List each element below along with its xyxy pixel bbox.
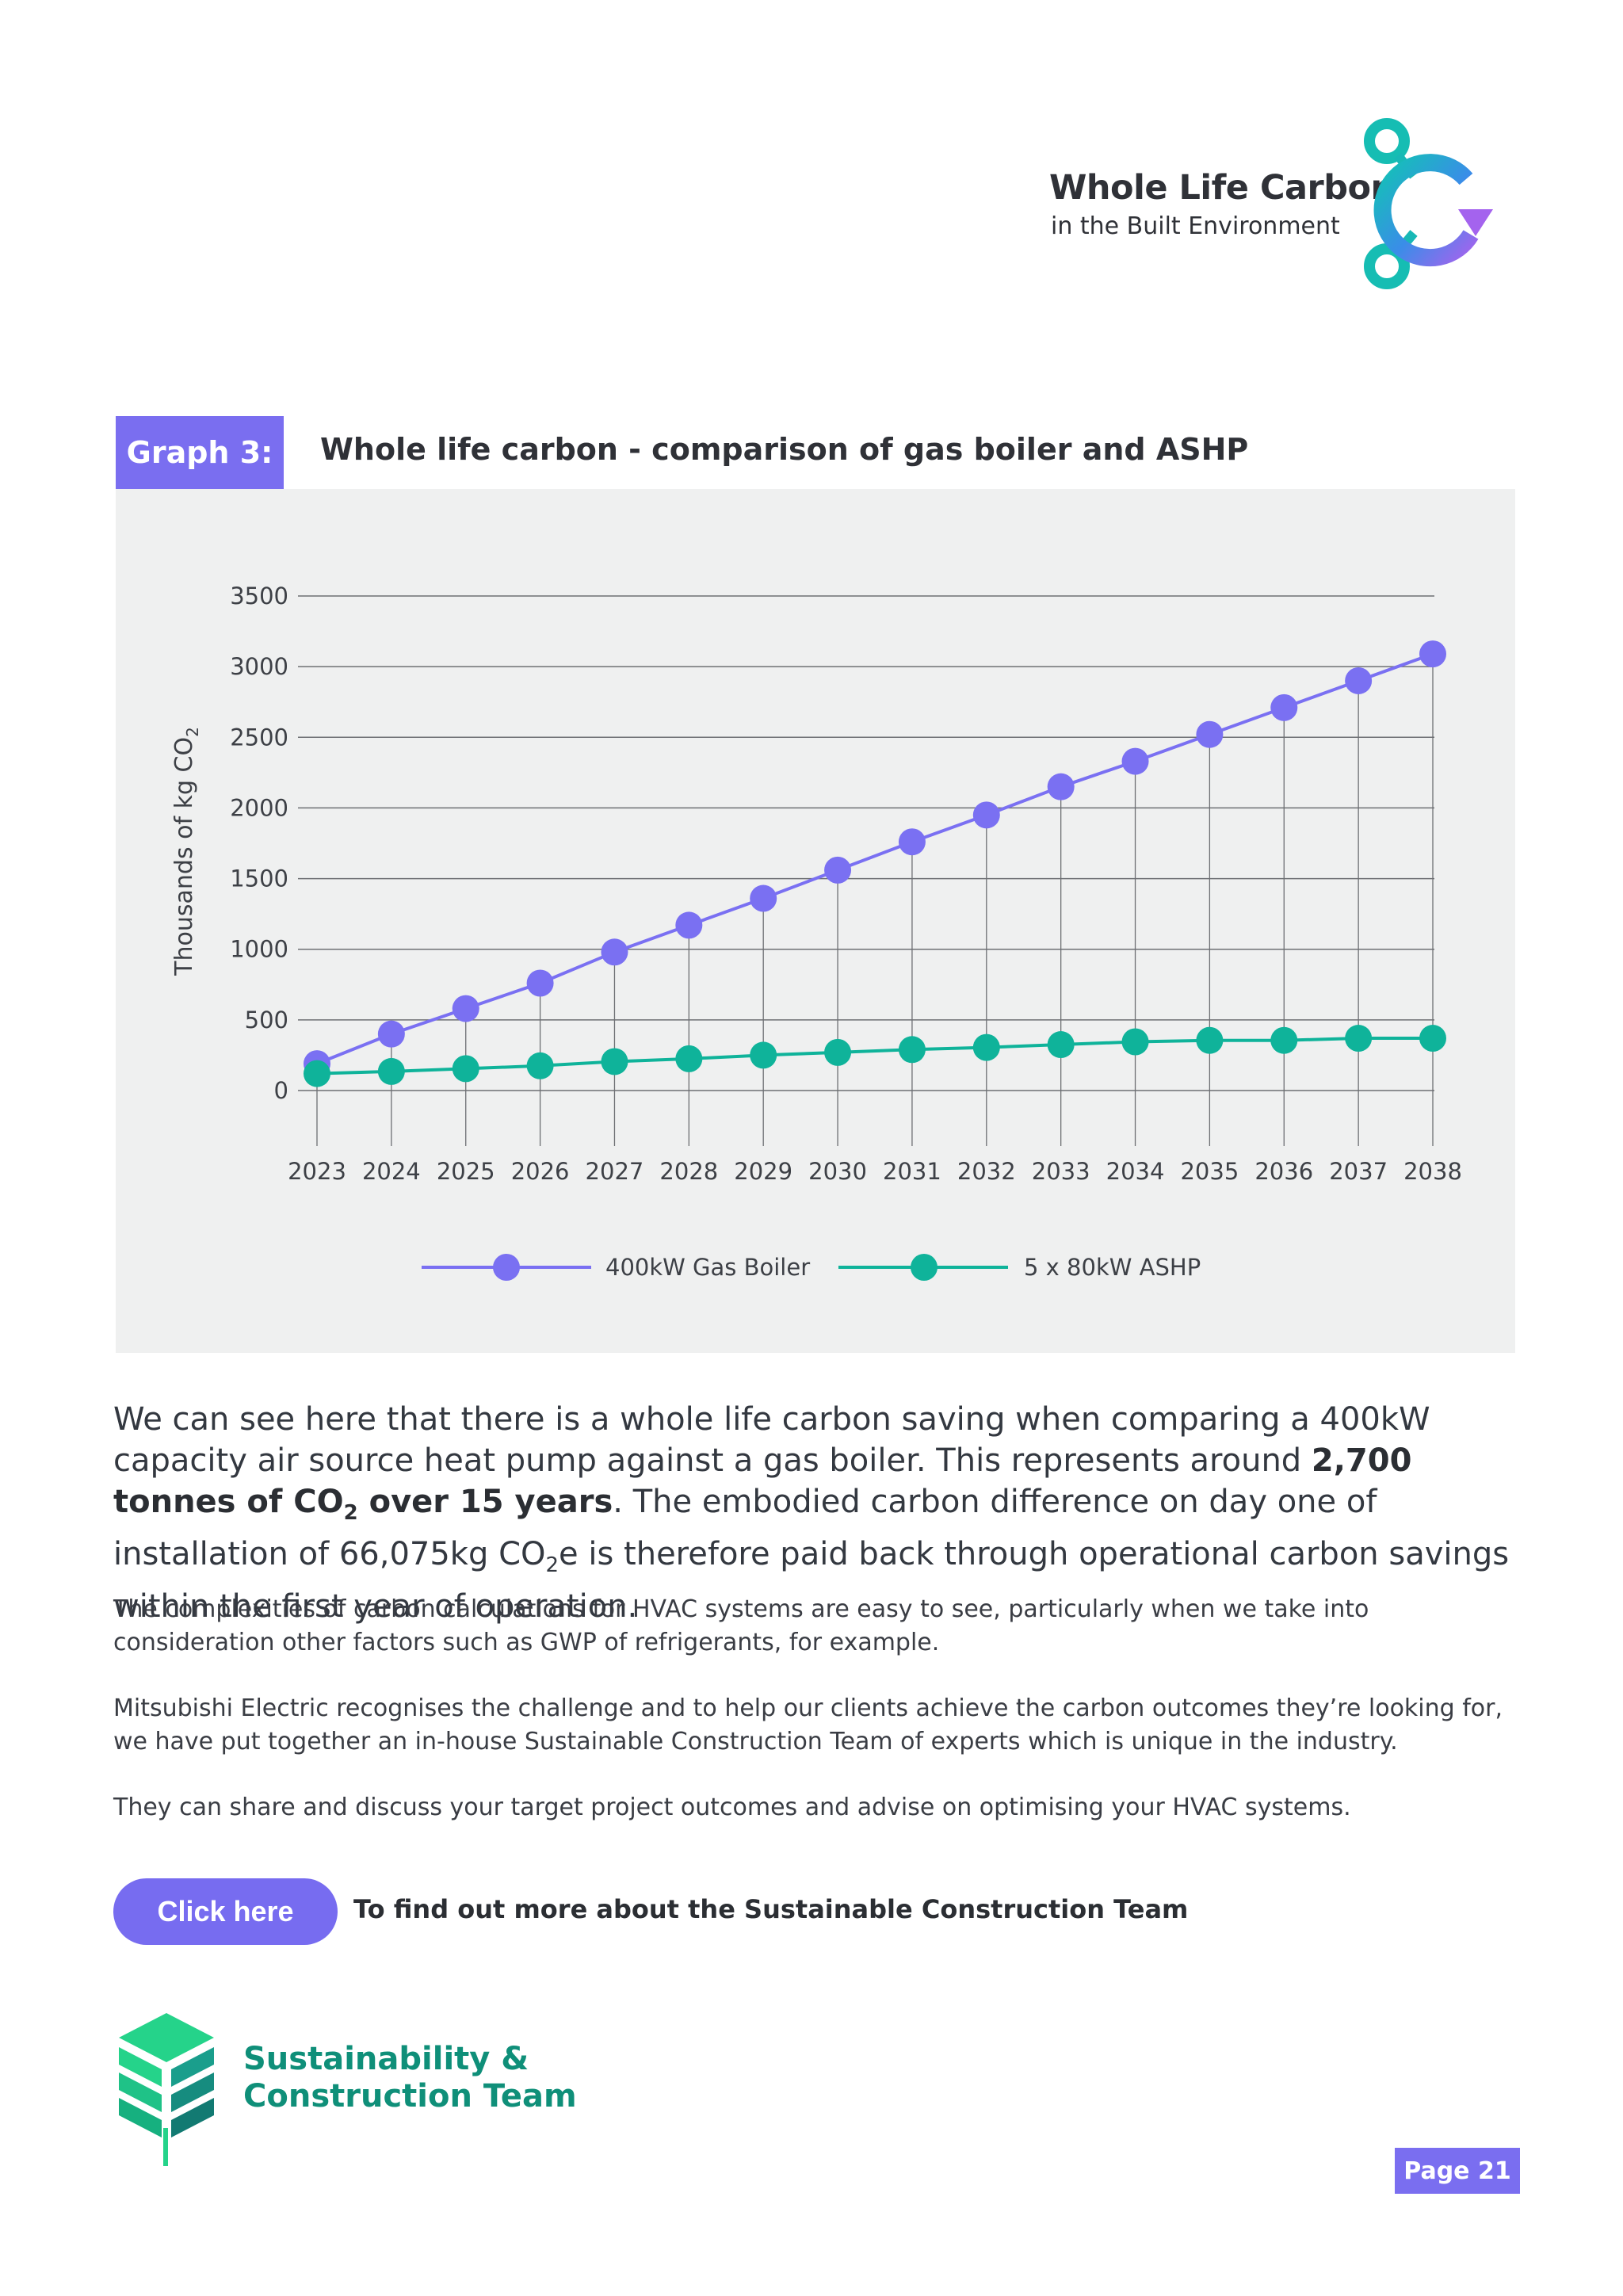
line-chart: 0 500 1000 1500 2000 2500 3000 3500 2023 2024 2025…	[170, 583, 1462, 1281]
data-point-ashp	[750, 1041, 777, 1069]
data-point-gas-boiler	[972, 801, 1000, 829]
x-tick-label: 2038	[1403, 1158, 1462, 1185]
x-tick-label: 2025	[437, 1158, 495, 1185]
x-tick-label: 2027	[586, 1158, 644, 1185]
paragraph-advice: They can share and discuss your target p…	[113, 1794, 1351, 1821]
data-point-gas-boiler	[452, 995, 479, 1022]
lead-highlight-text: 2,700 tonnes of CO	[113, 1442, 1412, 1520]
page-number-badge: Page 21	[1395, 2148, 1520, 2194]
y-tick-label: 500	[245, 1007, 288, 1033]
y-tick-label: 3500	[230, 583, 288, 609]
sustainability-team-logo-icon	[119, 2013, 214, 2166]
series-line-gas-boiler	[316, 652, 1434, 1065]
whole-life-carbon-logo: Whole Life Carbon in the Built Environme…	[1022, 111, 1529, 301]
y-tick-label: 0	[274, 1077, 288, 1104]
graph-title: Whole life carbon - comparison of gas bo…	[320, 432, 1249, 467]
y-axis-label: Thousands of kg CO2	[170, 727, 202, 976]
data-point-ashp	[1345, 1025, 1373, 1052]
lead-highlight-sub: 2	[343, 1501, 358, 1525]
click-here-button[interactable]: Click here	[113, 1878, 338, 1945]
paragraph-team: Mitsubishi Electric recognises the chall…	[113, 1694, 1503, 1755]
x-tick-label: 2031	[883, 1158, 941, 1185]
data-point-ashp	[1270, 1026, 1298, 1054]
data-point-ashp	[898, 1036, 926, 1064]
data-point-ashp	[824, 1038, 852, 1066]
data-point-gas-boiler	[1047, 773, 1075, 800]
y-tick-label: 3000	[230, 653, 288, 680]
y-tick-label: 1500	[230, 865, 288, 892]
data-point-ashp	[377, 1057, 405, 1085]
y-tick-label: 2500	[230, 724, 288, 751]
lead-text-2: . The embodied carbon difference on day …	[113, 1484, 1377, 1572]
x-tick-label: 2035	[1180, 1158, 1239, 1185]
lead-sub: 2	[545, 1553, 559, 1577]
x-tick-label: 2034	[1106, 1158, 1165, 1185]
data-point-gas-boiler	[750, 884, 777, 912]
logo-title: Whole Life Carbon	[1049, 168, 1395, 208]
data-point-gas-boiler	[601, 938, 628, 966]
lead-text-1: We can see here that there is a whole li…	[113, 1401, 1430, 1479]
data-point-gas-boiler	[1196, 720, 1224, 748]
data-point-ashp	[972, 1033, 1000, 1061]
carbon-cycle-icon	[1364, 118, 1493, 289]
lead-paragraph: We can see here that there is a whole li…	[113, 1399, 1532, 1627]
data-point-ashp	[1419, 1025, 1446, 1052]
data-point-gas-boiler	[1419, 640, 1446, 668]
lead-text-3: e is therefore paid back through operati…	[113, 1536, 1510, 1625]
y-tick-label: 2000	[230, 794, 288, 821]
data-point-ashp	[452, 1055, 479, 1083]
data-point-gas-boiler	[526, 969, 554, 997]
team-name: Sustainability & Construction Team	[243, 2041, 577, 2115]
data-point-gas-boiler	[377, 1020, 405, 1048]
y-tick-label: 1000	[230, 936, 288, 963]
data-point-ashp	[526, 1052, 554, 1079]
data-point-gas-boiler	[1270, 693, 1298, 721]
lead-highlight: 2,700 tonnes of CO2 over 15 years	[113, 1442, 1412, 1525]
data-point-ashp	[675, 1045, 703, 1072]
lead-highlight-text-2: over 15 years	[357, 1484, 613, 1520]
x-tick-label: 2030	[808, 1158, 867, 1185]
x-tick-label: 2036	[1254, 1158, 1313, 1185]
data-point-gas-boiler	[675, 911, 703, 939]
data-point-ashp	[1196, 1026, 1224, 1054]
x-tick-label: 2033	[1032, 1158, 1090, 1185]
data-point-gas-boiler	[824, 856, 852, 884]
cta-text: To find out more about the Sustainable C…	[353, 1894, 1189, 1924]
data-point-ashp	[1121, 1028, 1149, 1056]
legend-label: 5 x 80kW ASHP	[1024, 1254, 1201, 1281]
chart-panel: 0 500 1000 1500 2000 2500 3000 3500 2023 2024 2025…	[116, 489, 1515, 1353]
data-point-ashp	[304, 1060, 330, 1087]
legend-marker	[911, 1254, 938, 1281]
paragraph-complexities: The complexities of carbon calculations …	[113, 1595, 1369, 1656]
logo-subtitle: in the Built Environment	[1051, 212, 1340, 240]
legend-label: 400kW Gas Boiler	[605, 1254, 810, 1281]
data-point-ashp	[1047, 1031, 1075, 1059]
x-tick-label: 2028	[659, 1158, 718, 1185]
graph-number-tag: Graph 3:	[116, 416, 284, 489]
x-tick-label: 2024	[362, 1158, 421, 1185]
legend-marker	[493, 1254, 520, 1281]
x-tick-label: 2023	[288, 1158, 346, 1185]
x-tick-label: 2037	[1329, 1158, 1388, 1185]
data-point-gas-boiler	[1121, 747, 1149, 775]
x-tick-label: 2032	[957, 1158, 1016, 1185]
data-point-gas-boiler	[898, 828, 926, 856]
x-tick-label: 2029	[734, 1158, 792, 1185]
data-point-ashp	[601, 1048, 628, 1075]
data-point-gas-boiler	[1345, 667, 1373, 694]
series-line-ashp	[316, 1037, 1433, 1075]
x-tick-label: 2026	[511, 1158, 570, 1185]
